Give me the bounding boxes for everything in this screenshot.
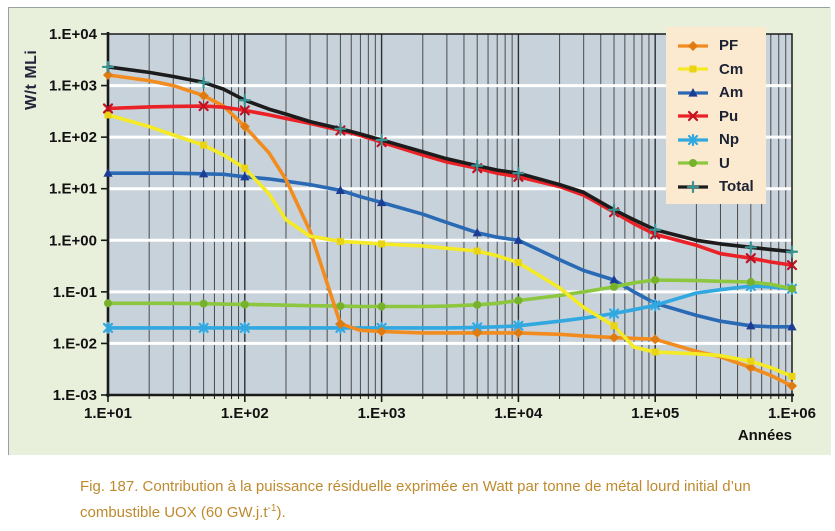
series-U	[104, 275, 796, 311]
caption-suffix: ).	[276, 504, 286, 521]
legend-label-Am: Am	[719, 84, 744, 102]
y-tick-label: 1.E-03	[53, 387, 97, 404]
legend-marker-Cm	[678, 65, 708, 73]
x-tick-label: 1.E+06	[768, 405, 816, 422]
legend-item-Total: Total	[676, 175, 758, 199]
legend-item-Cm: Cm	[676, 58, 758, 82]
legend-label-Cm: Cm	[719, 60, 744, 78]
legend-item-PF: PF	[676, 34, 758, 58]
legend-marker-Am	[678, 87, 708, 97]
legend-marker-U	[678, 159, 708, 168]
series-Total	[101, 60, 799, 258]
x-tick-label: 1.E+04	[494, 405, 543, 422]
x-tick-label: 1.E+01	[84, 405, 132, 422]
series-PF	[103, 70, 797, 391]
legend-item-Pu: Pu	[676, 105, 758, 129]
y-tick-label: 1.E-01	[53, 284, 97, 301]
legend-marker-Pu	[678, 111, 708, 122]
series-Cm	[104, 111, 796, 380]
legend-label-Pu: Pu	[719, 107, 739, 125]
y-tick-label: 1.E+01	[49, 181, 97, 198]
legend-marker-Np	[678, 133, 708, 146]
caption-superscript: -1	[267, 503, 277, 514]
y-tick-label: 1.E+04	[49, 26, 98, 43]
x-tick-label: 1.E+05	[631, 405, 679, 422]
y-tick-label: 1.E+00	[49, 232, 97, 249]
x-tick-label: 1.E+02	[221, 405, 269, 422]
legend-item-U: U	[676, 152, 758, 176]
figure-caption: Fig. 187. Contribution à la puissance ré…	[80, 474, 772, 526]
y-tick-label: 1.E+02	[49, 129, 97, 146]
legend-item-Am: Am	[676, 81, 758, 105]
series-Am	[103, 168, 797, 331]
caption-text: Fig. 187. Contribution à la puissance ré…	[80, 478, 751, 521]
legend-item-Np: Np	[676, 128, 758, 152]
legend-label-U: U	[719, 154, 730, 172]
figure-panel: 1.E+01 1.E+02 1.E+03 1.E+04 1.E+05 1.E+06 1.E+…	[8, 7, 831, 455]
legend-label-Np: Np	[719, 131, 739, 149]
legend-marker-PF	[678, 40, 708, 51]
legend-label-Total: Total	[719, 178, 754, 196]
chart-legend: PF Cm Am Pu Np U Total	[666, 27, 766, 204]
x-axis-title: Années	[737, 427, 792, 444]
y-axis-title: W/t MLi	[23, 49, 40, 110]
x-tick-label: 1.E+03	[358, 405, 406, 422]
y-tick-label: 1.E-02	[53, 335, 97, 352]
legend-marker-Total	[678, 180, 708, 193]
y-tick-label: 1.E+03	[49, 78, 97, 95]
legend-label-PF: PF	[719, 37, 739, 55]
